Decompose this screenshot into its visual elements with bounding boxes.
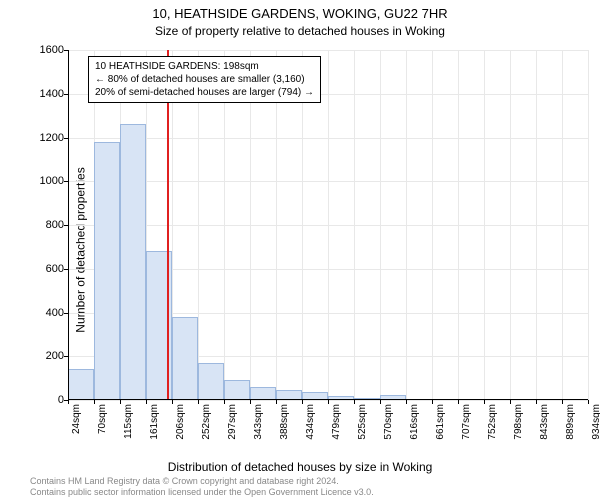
y-tick-label: 600 (4, 263, 64, 275)
x-tick-label: 570sqm (383, 404, 394, 440)
x-tick-mark (588, 400, 589, 404)
footer-line-1: Contains HM Land Registry data © Crown c… (30, 476, 374, 487)
x-tick-mark (276, 400, 277, 404)
x-tick-label: 343sqm (253, 404, 264, 440)
x-tick-mark (146, 400, 147, 404)
x-tick-mark (224, 400, 225, 404)
x-tick-label: 525sqm (357, 404, 368, 440)
x-tick-mark (94, 400, 95, 404)
x-tick-label: 434sqm (305, 404, 316, 440)
x-tick-label: 388sqm (279, 404, 290, 440)
x-tick-label: 661sqm (435, 404, 446, 440)
property-size-histogram: 10, HEATHSIDE GARDENS, WOKING, GU22 7HR … (0, 0, 600, 500)
x-axis-label: Distribution of detached houses by size … (0, 460, 600, 474)
y-tick-label: 0 (4, 394, 64, 406)
x-tick-mark (250, 400, 251, 404)
y-tick-label: 200 (4, 350, 64, 362)
x-tick-label: 24sqm (71, 404, 82, 434)
x-tick-mark (302, 400, 303, 404)
x-tick-mark (536, 400, 537, 404)
x-tick-mark (406, 400, 407, 404)
x-tick-label: 115sqm (123, 404, 134, 439)
x-tick-mark (562, 400, 563, 404)
y-tick-label: 1600 (4, 44, 64, 56)
x-tick-mark (458, 400, 459, 404)
x-tick-label: 707sqm (461, 404, 472, 440)
footer-line-2: Contains public sector information licen… (30, 487, 374, 498)
plot-area: 10 HEATHSIDE GARDENS: 198sqm ← 80% of de… (68, 50, 588, 400)
y-tick-label: 1000 (4, 175, 64, 187)
x-tick-label: 752sqm (487, 404, 498, 440)
x-tick-label: 479sqm (331, 404, 342, 440)
x-tick-mark (198, 400, 199, 404)
chart-title-sub: Size of property relative to detached ho… (0, 24, 600, 38)
x-tick-label: 843sqm (539, 404, 550, 440)
x-tick-mark (172, 400, 173, 404)
x-tick-mark (328, 400, 329, 404)
footer-attribution: Contains HM Land Registry data © Crown c… (30, 476, 374, 498)
x-tick-label: 889sqm (565, 404, 576, 440)
y-tick-label: 1400 (4, 88, 64, 100)
x-tick-mark (484, 400, 485, 404)
x-tick-label: 252sqm (201, 404, 212, 440)
x-axis-ticks: 24sqm 70sqm 115sqm 161sqm 206sqm 252sqm 297sqm… (68, 400, 588, 460)
plot-border (68, 50, 588, 400)
x-tick-label: 616sqm (409, 404, 420, 440)
y-tick-label: 1200 (4, 132, 64, 144)
x-tick-label: 798sqm (513, 404, 524, 440)
x-tick-mark (120, 400, 121, 404)
x-tick-label: 206sqm (175, 404, 186, 440)
x-tick-mark (68, 400, 69, 404)
x-tick-label: 161sqm (149, 404, 160, 440)
chart-title-main: 10, HEATHSIDE GARDENS, WOKING, GU22 7HR (0, 6, 600, 21)
y-tick-label: 800 (4, 219, 64, 231)
x-tick-mark (510, 400, 511, 404)
gridline-v (588, 50, 589, 400)
x-tick-mark (354, 400, 355, 404)
y-axis-ticks: 02004006008001000120014001600 (0, 50, 68, 400)
y-tick-label: 400 (4, 307, 64, 319)
x-tick-mark (432, 400, 433, 404)
x-tick-label: 934sqm (591, 404, 600, 440)
x-tick-label: 297sqm (227, 404, 238, 440)
x-tick-mark (380, 400, 381, 404)
x-tick-label: 70sqm (97, 404, 108, 434)
